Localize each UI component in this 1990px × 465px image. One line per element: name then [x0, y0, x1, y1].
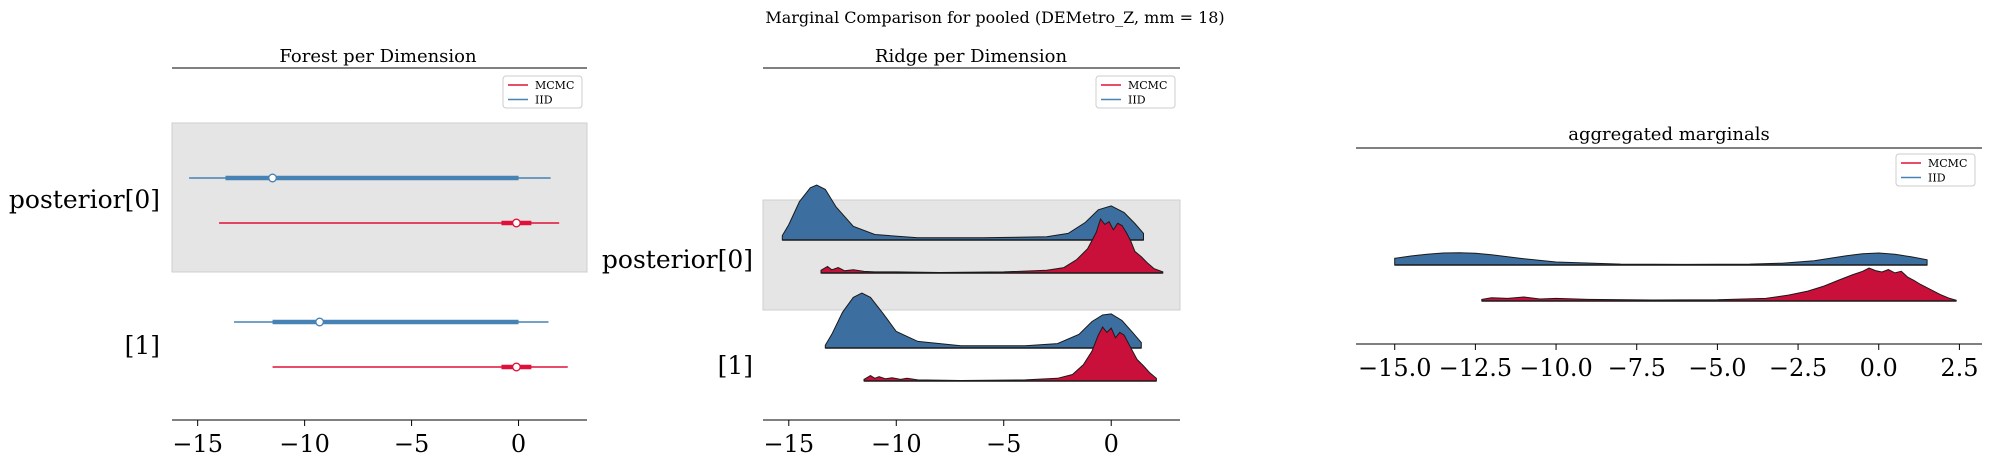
row-band-posterior-0: [171, 122, 588, 273]
figure-suptitle: Marginal Comparison for pooled (DEMetro_…: [765, 8, 1224, 27]
legend-label-mcmc: MCMC: [535, 79, 574, 92]
legend-label-mcmc: MCMC: [1928, 157, 1967, 170]
row-label-1: [1]: [718, 351, 753, 380]
x-tick-label: 0: [1104, 430, 1119, 458]
x-tick-label: −5: [986, 430, 1021, 458]
legend-label-iid: IID: [1928, 172, 1946, 185]
x-tick-label: −2.5: [1769, 354, 1827, 382]
median-point-mcmc-1: [511, 218, 521, 228]
median-point-mcmc-2: [511, 362, 521, 372]
median-point-iid-2: [315, 317, 325, 327]
aggregated-panel: aggregated marginals −15.0 −12.5 −10.0 −7.5…: [1356, 124, 1982, 382]
x-tick-label: 2.5: [1940, 354, 1978, 382]
x-tick-label: −7.5: [1608, 354, 1666, 382]
ridge-panel: Ridge per Dimension posterior[0] [1] −15 −…: [602, 46, 1181, 458]
x-tick-label: −15: [763, 430, 814, 458]
x-tick-label: −5.0: [1688, 354, 1746, 382]
density-ridge-iid-1: [1394, 252, 1928, 266]
x-tick-label: −10: [871, 430, 922, 458]
row-label-posterior-0: posterior[0]: [9, 185, 160, 214]
legend-label-iid: IID: [535, 94, 553, 107]
density-ridge-mcmc-1: [1481, 267, 1957, 302]
median-point-iid-1: [268, 173, 278, 183]
x-tick-label: −15.0: [1358, 354, 1432, 382]
x-tick-label: −12.5: [1439, 354, 1513, 382]
density-ridge-mcmc-1: [820, 217, 1164, 274]
x-tick-label: −10: [279, 430, 330, 458]
row-label-posterior-0: posterior[0]: [602, 245, 753, 274]
density-ridge-mcmc-2: [863, 326, 1157, 382]
x-tick-label: −15: [172, 430, 223, 458]
row-label-1: [1]: [125, 331, 160, 360]
x-tick-label: −10.0: [1519, 354, 1593, 382]
forest-panel: Forest per Dimension posterior[0] [1] −15…: [9, 46, 588, 458]
legend-label-mcmc: MCMC: [1128, 79, 1167, 92]
x-tick-label: 0: [511, 430, 526, 458]
x-tick-label: −5: [394, 430, 429, 458]
ridge-panel-title: Ridge per Dimension: [875, 46, 1068, 67]
legend-label-iid: IID: [1128, 94, 1146, 107]
x-tick-label: 0.0: [1860, 354, 1898, 382]
forest-panel-title: Forest per Dimension: [279, 46, 477, 67]
aggregated-panel-title: aggregated marginals: [1568, 124, 1769, 145]
